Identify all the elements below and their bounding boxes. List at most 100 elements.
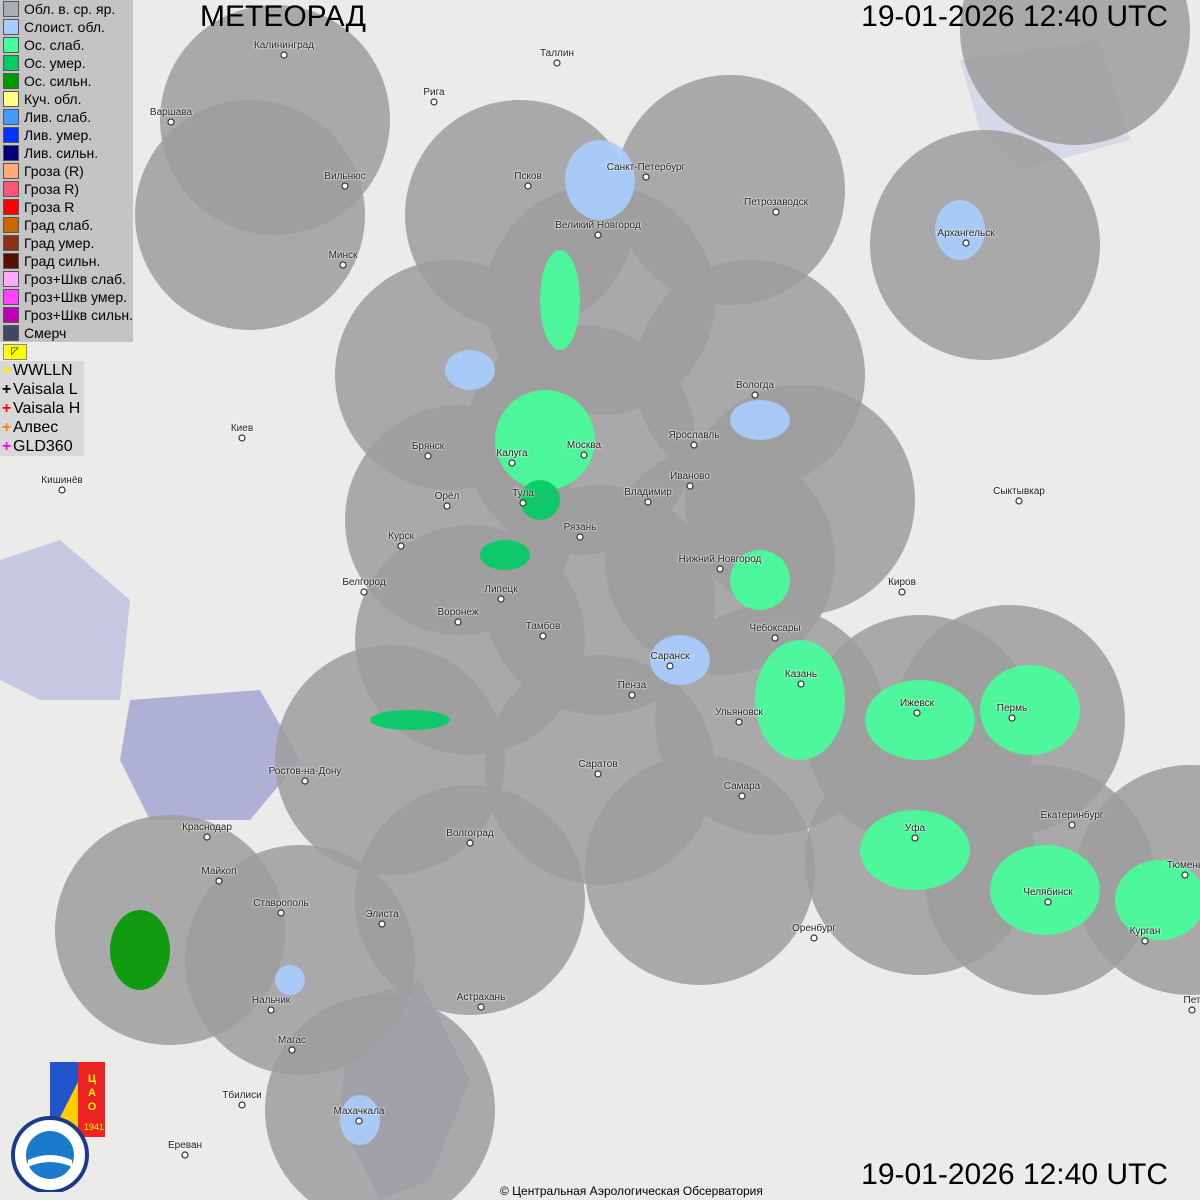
cross-icon: +: [1, 380, 12, 398]
legend-item: Град умер.: [0, 234, 133, 252]
city-dot: [430, 98, 438, 106]
legend-item: Куч. обл.: [0, 90, 133, 108]
precipitation-echo: [990, 845, 1100, 935]
radar-coverage-circle: [355, 785, 585, 1015]
lightning-source: + WWLLN: [0, 361, 84, 380]
city-dot: [553, 59, 561, 67]
lightning-toggle-button[interactable]: ◸: [3, 344, 27, 360]
city-label: Псков: [514, 171, 542, 182]
city-dot: [751, 391, 759, 399]
timestamp-top: 19-01-2026 12:40 UTC: [861, 0, 1168, 33]
city-label: Саранск: [650, 651, 690, 662]
city-label: Самара: [723, 781, 761, 792]
legend-label: Лив. слаб.: [24, 109, 92, 125]
legend-swatch: [3, 217, 19, 233]
precipitation-echo: [755, 640, 845, 760]
city-label: Петрозаводск: [744, 197, 808, 208]
city-label: Оренбург: [791, 923, 837, 934]
city-label: Волгоград: [446, 828, 494, 839]
legend-label: Обл. в. ср. яр.: [24, 1, 116, 17]
city-dot: [898, 588, 906, 596]
legend-swatch: [3, 271, 19, 287]
city-dot: [797, 680, 805, 688]
city-markers: [58, 51, 1196, 1159]
legend-item: Лив. умер.: [0, 126, 133, 144]
city-dot: [576, 533, 584, 541]
legend-label: Лив. сильн.: [24, 145, 99, 161]
city-dot: [477, 1003, 485, 1011]
legend-item: Лив. сильн.: [0, 144, 133, 162]
city-label: Рязань: [563, 522, 597, 533]
cross-icon: +: [1, 418, 12, 436]
city-dot: [1068, 821, 1076, 829]
city-dot: [355, 1117, 363, 1125]
city-dot: [524, 182, 532, 190]
legend-swatch: [3, 325, 19, 341]
city-label: Иваново: [670, 471, 710, 482]
precipitation-echo: [650, 635, 710, 685]
lightning-source: + Алвес: [0, 418, 84, 437]
city-dot: [911, 834, 919, 842]
precipitation-echo: [445, 350, 495, 390]
city-dot: [1181, 871, 1189, 879]
city-label: Курск: [388, 531, 414, 542]
legend-item: Гроз+Шкв слаб.: [0, 270, 133, 288]
city-label: Екатеринбург: [1040, 810, 1104, 821]
city-dot: [1008, 714, 1016, 722]
arrow-flag-icon: ◸: [11, 346, 19, 357]
precipitation-echo: [730, 400, 790, 440]
precipitation-echo: [370, 710, 450, 730]
legend-label: Слоист. обл.: [24, 19, 105, 35]
lightning-source-label: Vaisala L: [13, 380, 78, 398]
cross-icon: +: [1, 361, 12, 379]
legend-swatch: [3, 181, 19, 197]
city-label: Варшава: [149, 107, 193, 118]
radar-coverage-circle: [960, 0, 1190, 145]
legend-label: Гроза R): [24, 181, 80, 197]
legend-swatch: [3, 37, 19, 53]
city-dot: [301, 777, 309, 785]
legend-swatch: [3, 55, 19, 71]
city-label: Вильнюс: [324, 171, 366, 182]
city-label: Челябинск: [1023, 887, 1073, 898]
legend-label: Ос. сильн.: [24, 73, 92, 89]
city-label: Тюмень: [1166, 860, 1200, 871]
city-dot: [1044, 898, 1052, 906]
lightning-source: + Vaisala L: [0, 380, 84, 399]
legend-label: Град слаб.: [24, 217, 94, 233]
city-label: Нальчик: [251, 995, 291, 1006]
legend-label: Гроз+Шкв сильн.: [24, 307, 133, 323]
copyright: © Центральная Аэрологическая Обсерватори…: [500, 1184, 763, 1198]
precipitation-echo: [480, 540, 530, 570]
radar-coverage-circle: [135, 100, 365, 330]
city-label: Курган: [1129, 926, 1161, 937]
city-dot: [771, 634, 779, 642]
svg-text:А: А: [88, 1087, 96, 1099]
precipitation-echo: [860, 810, 970, 890]
legend-item: Град сильн.: [0, 252, 133, 270]
city-dot: [1015, 497, 1023, 505]
precipitation-echo: [565, 140, 635, 220]
city-dot: [267, 1006, 275, 1014]
legend-swatch: [3, 289, 19, 305]
legend-item: Смерч: [0, 324, 133, 342]
city-dot: [58, 486, 66, 494]
radar-coverage: [55, 0, 1200, 1200]
legend-label: Гроза R: [24, 199, 75, 215]
city-label: Орёл: [434, 491, 460, 502]
city-dot: [238, 1101, 246, 1109]
city-dot: [288, 1046, 296, 1054]
legend-swatch: [3, 235, 19, 251]
precipitation-echo: [935, 200, 985, 260]
lightning-source: + GLD360: [0, 437, 84, 456]
precipitation-echo: [495, 390, 595, 490]
city-dot: [277, 909, 285, 917]
legend-label: Лив. умер.: [24, 127, 93, 143]
city-label: Сыктывкар: [993, 486, 1045, 497]
city-label: Таллин: [540, 48, 574, 59]
city-dot: [519, 499, 527, 507]
city-label: Тамбов: [525, 621, 561, 632]
city-dot: [181, 1151, 189, 1159]
lightning-legend: + WWLLN + Vaisala L + Vaisala H + Алвес + GLD360: [0, 361, 84, 456]
